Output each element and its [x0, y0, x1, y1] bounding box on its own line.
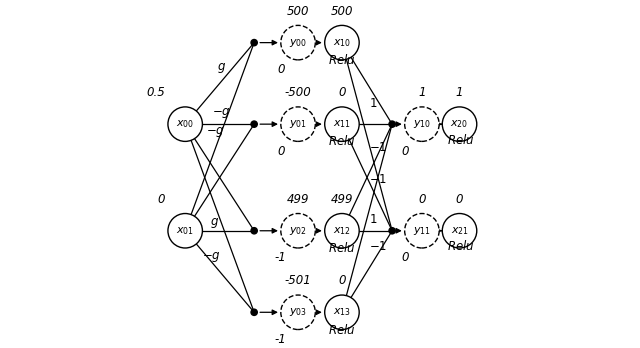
- Text: -501: -501: [285, 274, 312, 287]
- Text: 499: 499: [287, 193, 309, 206]
- Circle shape: [389, 228, 396, 234]
- Text: $Relu$: $Relu$: [447, 239, 475, 253]
- Text: $x_{12}$: $x_{12}$: [333, 225, 351, 237]
- Circle shape: [168, 214, 202, 248]
- Text: $-1$: $-1$: [369, 141, 387, 154]
- Text: $1$: $1$: [369, 97, 378, 110]
- Text: $x_{00}$: $x_{00}$: [176, 118, 195, 130]
- Text: $Relu$: $Relu$: [328, 134, 355, 148]
- Circle shape: [324, 295, 359, 330]
- Text: 499: 499: [331, 193, 353, 206]
- Circle shape: [251, 39, 257, 46]
- Text: $y_{11}$: $y_{11}$: [413, 225, 431, 237]
- Text: 0: 0: [157, 193, 164, 206]
- Circle shape: [281, 107, 316, 141]
- Text: $Relu$: $Relu$: [447, 133, 475, 147]
- Text: $Relu$: $Relu$: [328, 241, 355, 255]
- Text: -1: -1: [275, 333, 287, 346]
- Text: $Relu$: $Relu$: [328, 53, 355, 67]
- Text: $-1$: $-1$: [369, 173, 387, 185]
- Circle shape: [442, 214, 477, 248]
- Text: 0: 0: [456, 193, 463, 206]
- Circle shape: [281, 295, 316, 330]
- Text: $-1$: $-1$: [369, 240, 387, 253]
- Circle shape: [281, 214, 316, 248]
- Text: $y_{01}$: $y_{01}$: [289, 118, 307, 130]
- Text: $-g$: $-g$: [202, 251, 221, 264]
- Text: $x_{11}$: $x_{11}$: [333, 118, 351, 130]
- Text: 0.5: 0.5: [146, 86, 164, 99]
- Circle shape: [168, 107, 202, 141]
- Text: 500: 500: [287, 5, 309, 17]
- Circle shape: [389, 121, 396, 127]
- Circle shape: [404, 107, 439, 141]
- Circle shape: [324, 214, 359, 248]
- Text: $-g$: $-g$: [205, 125, 225, 139]
- Circle shape: [251, 228, 257, 234]
- Text: 0: 0: [401, 144, 408, 158]
- Text: $1$: $1$: [369, 213, 378, 226]
- Text: 0: 0: [338, 86, 346, 99]
- Text: $y_{10}$: $y_{10}$: [413, 118, 431, 130]
- Text: 0: 0: [277, 63, 285, 76]
- Circle shape: [281, 25, 316, 60]
- Text: $Relu$: $Relu$: [328, 323, 355, 337]
- Text: -500: -500: [285, 86, 312, 99]
- Circle shape: [324, 107, 359, 141]
- Circle shape: [324, 25, 359, 60]
- Text: $y_{02}$: $y_{02}$: [289, 225, 307, 237]
- Circle shape: [251, 309, 257, 315]
- Text: $g$: $g$: [217, 61, 226, 75]
- Circle shape: [404, 214, 439, 248]
- Text: $x_{10}$: $x_{10}$: [333, 37, 351, 48]
- Text: 0: 0: [401, 251, 408, 264]
- Text: 0: 0: [418, 193, 426, 206]
- Circle shape: [442, 107, 477, 141]
- Text: 500: 500: [331, 5, 353, 17]
- Text: $x_{01}$: $x_{01}$: [176, 225, 194, 237]
- Text: 0: 0: [338, 274, 346, 287]
- Text: $x_{21}$: $x_{21}$: [451, 225, 468, 237]
- Text: $g$: $g$: [211, 216, 220, 230]
- Text: -1: -1: [275, 251, 287, 264]
- Text: 1: 1: [456, 86, 463, 99]
- Text: $x_{20}$: $x_{20}$: [451, 118, 468, 130]
- Text: $y_{00}$: $y_{00}$: [289, 37, 307, 49]
- Text: 0: 0: [277, 144, 285, 158]
- Text: $x_{13}$: $x_{13}$: [333, 306, 351, 318]
- Text: $y_{03}$: $y_{03}$: [289, 306, 307, 318]
- Text: $-g$: $-g$: [212, 106, 230, 120]
- Circle shape: [251, 121, 257, 127]
- Text: 1: 1: [418, 86, 426, 99]
